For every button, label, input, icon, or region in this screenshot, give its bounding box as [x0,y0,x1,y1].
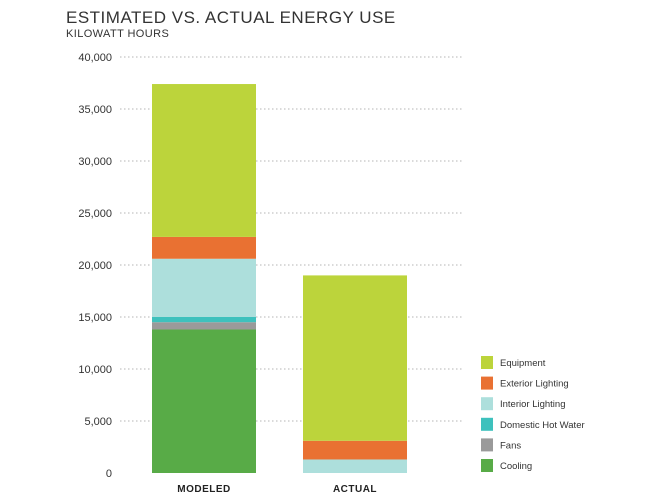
bar-segment-domestic-hot-water [152,317,256,323]
y-tick-label: 10,000 [78,364,112,376]
y-tick-label: 5,000 [84,416,112,428]
bar-segment-interior-lighting [152,258,256,317]
y-tick-label: 25,000 [78,208,112,220]
chart-title: ESTIMATED VS. ACTUAL ENERGY USE [66,8,396,27]
legend-label: Fans [500,440,521,451]
y-tick-label: 40,000 [78,52,112,64]
chart-subtitle: KILOWATT HOURS [66,28,170,40]
y-tick-label: 15,000 [78,312,112,324]
legend-swatch [481,459,493,472]
y-axis-ticks: 0 5,000 10,000 15,000 20,000 25,000 30,000 35,0… [78,52,112,480]
legend-label: Interior Lighting [500,399,565,410]
legend-label: Domestic Hot Water [500,420,585,431]
legend: Equipment Exterior Lighting Interior Light… [481,356,585,472]
category-label: MODELED [177,484,231,495]
legend-swatch [481,376,493,390]
bar-segment-exterior-lighting [152,236,256,259]
legend-label: Equipment [500,358,546,369]
bar-segment-exterior-lighting [303,440,407,460]
bars [152,84,407,473]
legend-label: Cooling [500,461,532,472]
legend-swatch [481,397,493,411]
y-tick-label: 30,000 [78,156,112,168]
legend-swatch [481,438,493,452]
category-label: ACTUAL [333,484,377,495]
bar-segment-interior-lighting [303,459,407,473]
y-tick-label: 20,000 [78,260,112,272]
legend-label: Exterior Lighting [500,379,569,390]
bar-segment-cooling [152,329,256,473]
y-tick-label: 0 [106,468,112,480]
legend-swatch [481,356,493,369]
legend-swatch [481,417,493,431]
category-labels: MODELED ACTUAL [177,484,377,495]
y-tick-label: 35,000 [78,104,112,116]
bar-segment-equipment [152,84,256,237]
bar-segment-fans [152,322,256,330]
bar-segment-equipment [303,275,407,441]
